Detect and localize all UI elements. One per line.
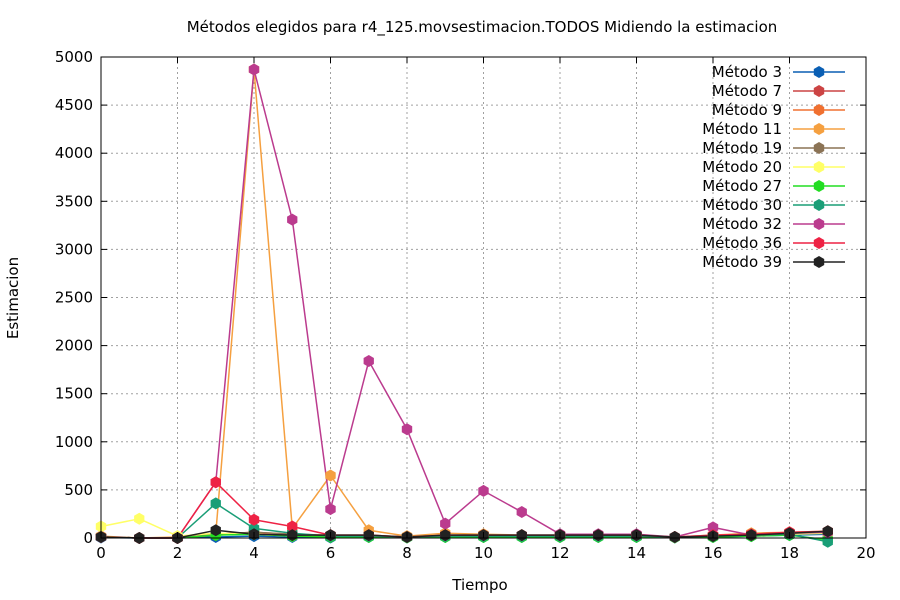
data-point	[401, 423, 413, 436]
data-point	[248, 513, 260, 526]
y-tick-label: 5000	[55, 48, 93, 66]
data-point	[210, 497, 221, 510]
y-tick-label: 4000	[55, 144, 93, 162]
series-line	[100, 533, 828, 541]
data-point	[325, 503, 336, 516]
legend-item: Método 3	[712, 63, 845, 81]
data-point	[669, 531, 680, 543]
legend-label: Método 32	[702, 215, 782, 233]
legend-marker-swatch	[813, 161, 825, 173]
data-point	[822, 535, 833, 548]
x-tick-label: 10	[474, 544, 493, 562]
legend-marker-swatch	[813, 237, 825, 249]
legend-marker-swatch	[813, 104, 825, 116]
axis-ticks: 0 2 4 6 8 10 12 14 16 18 20 0 500 1000 1500 2000 2500 300…	[55, 48, 876, 562]
y-tick-label: 3000	[55, 240, 93, 258]
data-point	[134, 512, 145, 525]
legend-item: Método 7	[712, 82, 845, 100]
y-tick-label: 0	[83, 529, 93, 547]
x-tick-label: 0	[96, 544, 106, 562]
y-tick-label: 1500	[55, 385, 93, 403]
legend-marker-swatch	[813, 66, 825, 78]
legend-item: Método 39	[702, 253, 845, 271]
legend-marker-swatch	[813, 256, 825, 268]
legend-label: Método 19	[702, 139, 782, 157]
legend-marker-swatch	[813, 142, 825, 154]
y-tick-label: 1000	[55, 433, 93, 451]
series-line	[100, 529, 828, 539]
y-tick-label: 2500	[55, 289, 93, 307]
legend-label: Método 3	[712, 63, 782, 81]
data-point	[707, 521, 719, 534]
data-point	[287, 213, 298, 226]
legend-marker-swatch	[813, 180, 825, 192]
data-point	[287, 520, 298, 533]
legend-item: Método 19	[702, 139, 845, 157]
legend-label: Método 30	[702, 196, 782, 214]
x-tick-label: 20	[856, 544, 875, 562]
x-tick-label: 8	[402, 544, 412, 562]
data-point	[363, 355, 374, 367]
x-tick-label: 18	[780, 544, 799, 562]
y-tick-label: 3500	[55, 192, 93, 210]
legend-item: Método 30	[702, 196, 845, 214]
legend-label: Método 20	[702, 158, 782, 176]
data-point	[325, 469, 336, 482]
legend-item: Método 20	[702, 158, 845, 176]
legend-label: Método 39	[702, 253, 782, 271]
x-tick-label: 2	[173, 544, 183, 562]
legend-label: Método 9	[712, 101, 782, 119]
legend-marker-swatch	[813, 218, 825, 230]
series-line	[100, 68, 828, 539]
y-axis-label: Estimacion	[4, 257, 22, 339]
legend-item: Método 11	[702, 120, 845, 138]
y-tick-label: 2000	[55, 337, 93, 355]
data-point	[516, 506, 527, 518]
x-tick-label: 6	[326, 544, 336, 562]
legend-label: Método 7	[712, 82, 782, 100]
legend-item: Método 27	[702, 177, 845, 195]
legend-marker-swatch	[813, 85, 825, 97]
data-point	[210, 524, 221, 537]
y-tick-label: 4500	[55, 96, 93, 114]
y-tick-label: 500	[64, 481, 93, 499]
data-point	[248, 63, 260, 76]
series-lines	[100, 68, 828, 543]
chart-title: Métodos elegidos para r4_125.movsestimac…	[187, 18, 778, 37]
legend-item: Método 36	[702, 234, 845, 252]
legend-item: Método 9	[712, 101, 845, 119]
data-point	[440, 517, 451, 530]
data-point	[210, 476, 221, 489]
x-tick-label: 14	[627, 544, 646, 562]
data-point	[478, 484, 489, 497]
legend-label: Método 11	[702, 120, 782, 138]
legend-item: Método 32	[702, 215, 845, 233]
legend-marker-swatch	[813, 199, 825, 211]
x-tick-label: 12	[550, 544, 569, 562]
legend-label: Método 27	[702, 177, 782, 195]
x-tick-label: 16	[703, 544, 722, 562]
x-tick-label: 4	[249, 544, 259, 562]
x-axis-label: Tiempo	[451, 576, 507, 594]
legend-marker-swatch	[813, 123, 825, 135]
legend-label: Método 36	[702, 234, 782, 252]
data-point	[822, 525, 833, 538]
